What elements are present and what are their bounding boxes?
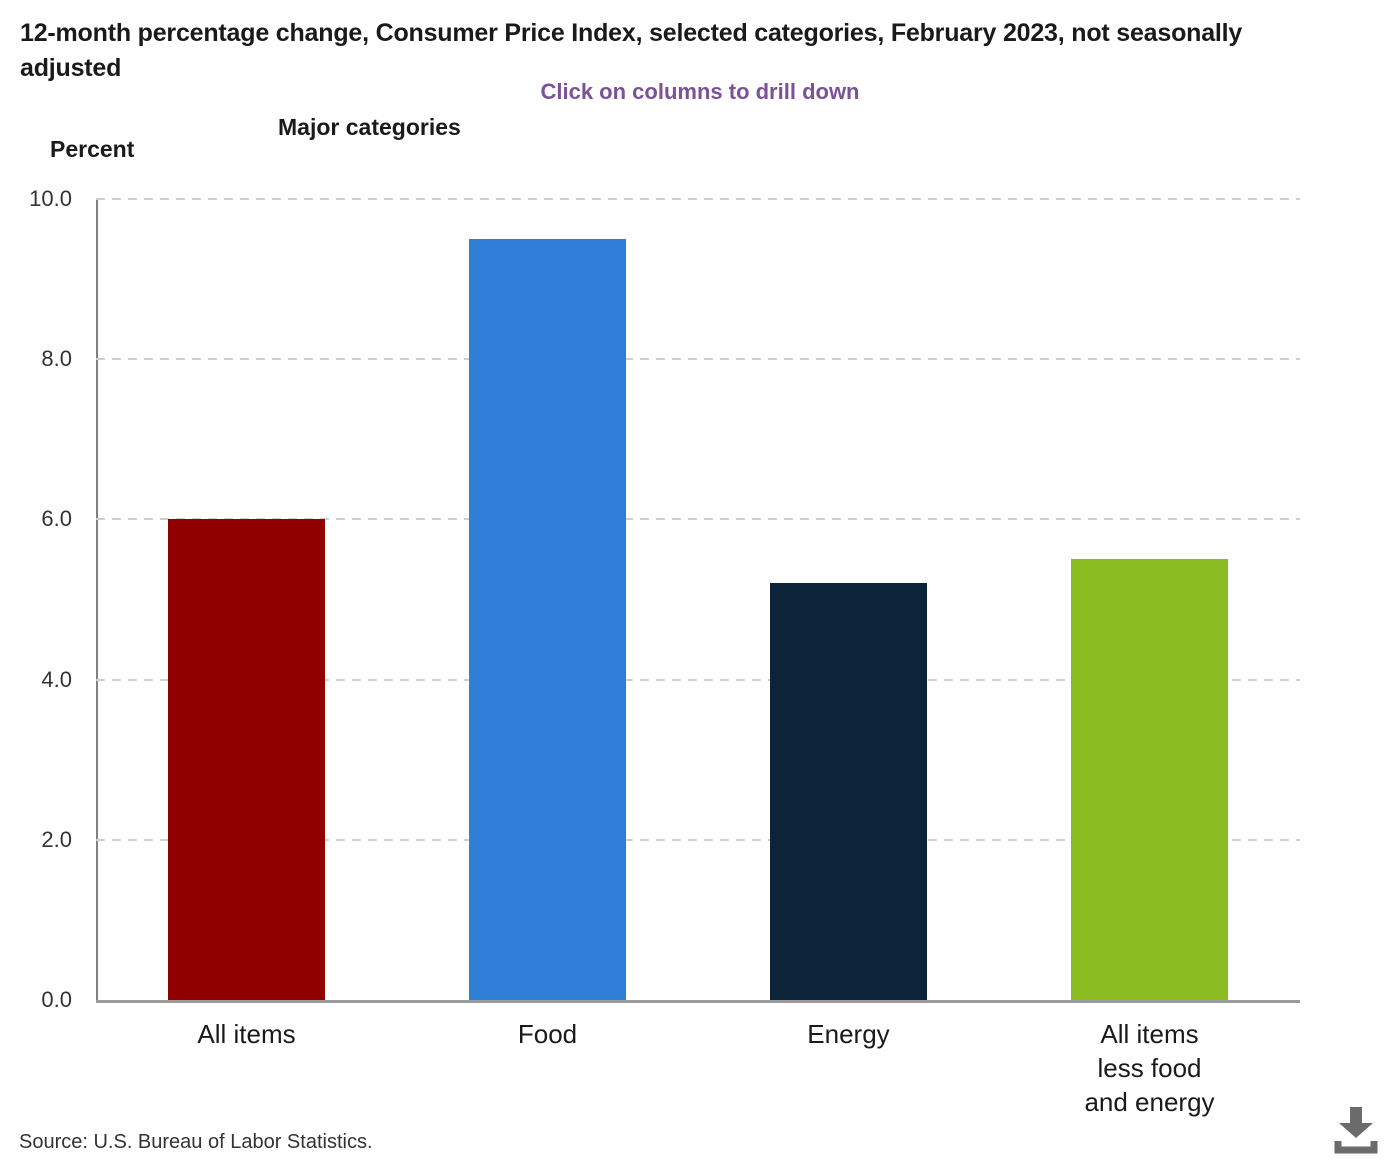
plot-area (96, 198, 1300, 1003)
gridline-10.0 (96, 198, 1300, 200)
gridline-4.0 (96, 678, 1300, 681)
y-tick-label-10.0: 10.0 (29, 186, 72, 211)
drilldown-hint: Click on columns to drill down (540, 79, 860, 104)
bar-energy[interactable] (770, 583, 927, 1000)
y-tick-label-0.0: 0.0 (41, 987, 72, 1012)
bar-all-items-less-food-and-energy[interactable] (1071, 559, 1228, 1000)
y-tick-label-2.0: 2.0 (41, 826, 72, 852)
source-note: Source: U.S. Bureau of Labor Statistics. (19, 1131, 373, 1153)
y-axis-title: Percent (50, 136, 135, 162)
category-label-line: less food (1097, 1053, 1202, 1083)
category-label-line: All items (1100, 1019, 1199, 1049)
chart-title: 12-month percentage change, Consumer Pri… (20, 19, 1243, 82)
category-label-line: All items (197, 1019, 296, 1049)
gridline-2.0 (96, 838, 1300, 841)
gridline-6.0 (96, 518, 1300, 521)
category-label-line: Energy (807, 1019, 890, 1049)
bar-all-items[interactable] (168, 519, 325, 1000)
category-label-line: and energy (1084, 1087, 1215, 1117)
y-axis-line (96, 199, 98, 1000)
category-label-all-items: All items (96, 1017, 397, 1051)
y-tick-label-6.0: 6.0 (41, 506, 72, 532)
gridline-8.0 (96, 358, 1300, 361)
y-tick-label-4.0: 4.0 (41, 666, 72, 692)
y-tick-label-8.0: 8.0 (41, 346, 72, 372)
category-label-all-items-less-food-and-energy: All items less food and energy (999, 1017, 1300, 1119)
x-axis-group-title: Major categories (278, 114, 461, 140)
download-button[interactable] (1330, 1102, 1382, 1158)
category-label-food: Food (397, 1017, 698, 1051)
category-label-line: Food (517, 1019, 578, 1049)
category-label-energy: Energy (698, 1017, 999, 1051)
x-axis-baseline (96, 1000, 1300, 1003)
download-icon (1334, 1107, 1378, 1154)
bar-food[interactable] (469, 239, 626, 1000)
